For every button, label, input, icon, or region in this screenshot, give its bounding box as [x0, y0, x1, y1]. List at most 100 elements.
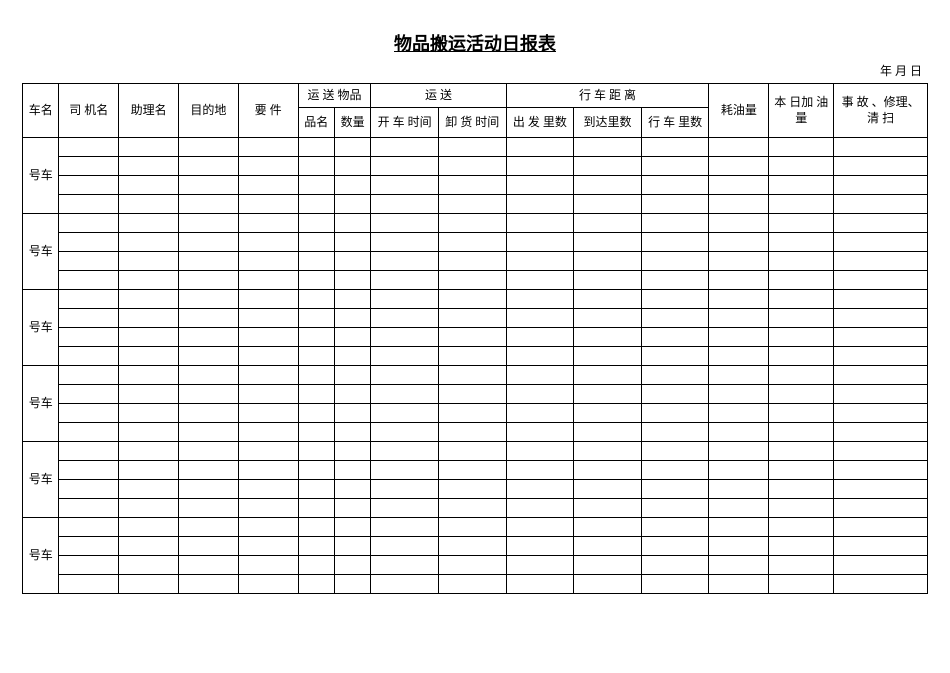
cell[interactable]: [178, 157, 238, 176]
cell[interactable]: [769, 556, 834, 575]
cell[interactable]: [238, 385, 298, 404]
cell[interactable]: [574, 214, 642, 233]
cell[interactable]: [298, 195, 334, 214]
cell[interactable]: [709, 328, 769, 347]
cell[interactable]: [769, 499, 834, 518]
cell[interactable]: [438, 442, 506, 461]
cell[interactable]: [574, 366, 642, 385]
cell[interactable]: [334, 138, 370, 157]
cell[interactable]: [298, 556, 334, 575]
cell[interactable]: [238, 537, 298, 556]
cell[interactable]: [574, 290, 642, 309]
cell[interactable]: [334, 537, 370, 556]
cell[interactable]: [59, 575, 119, 594]
cell[interactable]: [178, 309, 238, 328]
cell[interactable]: [438, 480, 506, 499]
cell[interactable]: [178, 518, 238, 537]
cell[interactable]: [178, 176, 238, 195]
cell[interactable]: [178, 575, 238, 594]
cell[interactable]: [59, 499, 119, 518]
cell[interactable]: [59, 309, 119, 328]
cell[interactable]: [238, 328, 298, 347]
cell[interactable]: [709, 252, 769, 271]
cell[interactable]: [178, 537, 238, 556]
cell[interactable]: [641, 138, 709, 157]
cell[interactable]: [769, 347, 834, 366]
cell[interactable]: [641, 347, 709, 366]
cell[interactable]: [119, 404, 179, 423]
cell[interactable]: [178, 138, 238, 157]
cell[interactable]: [334, 442, 370, 461]
cell[interactable]: [298, 442, 334, 461]
cell[interactable]: [506, 138, 574, 157]
cell[interactable]: [178, 271, 238, 290]
cell[interactable]: [371, 556, 439, 575]
cell[interactable]: [641, 233, 709, 252]
cell[interactable]: [709, 309, 769, 328]
cell[interactable]: [438, 537, 506, 556]
cell[interactable]: [506, 271, 574, 290]
cell[interactable]: [506, 290, 574, 309]
cell[interactable]: [574, 518, 642, 537]
cell[interactable]: [178, 214, 238, 233]
cell[interactable]: [178, 480, 238, 499]
cell[interactable]: [438, 309, 506, 328]
cell[interactable]: [238, 366, 298, 385]
cell[interactable]: [371, 138, 439, 157]
cell[interactable]: [119, 214, 179, 233]
cell[interactable]: [298, 328, 334, 347]
cell[interactable]: [574, 271, 642, 290]
cell[interactable]: [769, 157, 834, 176]
cell[interactable]: [438, 176, 506, 195]
cell[interactable]: [574, 385, 642, 404]
cell[interactable]: [438, 328, 506, 347]
cell[interactable]: [641, 518, 709, 537]
cell[interactable]: [506, 385, 574, 404]
cell[interactable]: [119, 518, 179, 537]
cell[interactable]: [59, 537, 119, 556]
cell[interactable]: [334, 309, 370, 328]
cell[interactable]: [371, 290, 439, 309]
cell[interactable]: [769, 366, 834, 385]
cell[interactable]: [238, 575, 298, 594]
cell[interactable]: [834, 556, 928, 575]
cell[interactable]: [769, 271, 834, 290]
cell[interactable]: [334, 271, 370, 290]
cell[interactable]: [641, 328, 709, 347]
cell[interactable]: [574, 157, 642, 176]
cell[interactable]: [438, 290, 506, 309]
cell[interactable]: [334, 423, 370, 442]
cell[interactable]: [371, 385, 439, 404]
cell[interactable]: [119, 328, 179, 347]
cell[interactable]: [834, 214, 928, 233]
cell[interactable]: [59, 423, 119, 442]
cell[interactable]: [506, 575, 574, 594]
cell[interactable]: [59, 366, 119, 385]
cell[interactable]: [238, 423, 298, 442]
cell[interactable]: [178, 195, 238, 214]
cell[interactable]: [709, 290, 769, 309]
cell[interactable]: [834, 366, 928, 385]
cell[interactable]: [641, 499, 709, 518]
cell[interactable]: [506, 214, 574, 233]
cell[interactable]: [574, 309, 642, 328]
cell[interactable]: [834, 347, 928, 366]
cell[interactable]: [119, 309, 179, 328]
cell[interactable]: [438, 271, 506, 290]
cell[interactable]: [119, 442, 179, 461]
cell[interactable]: [709, 195, 769, 214]
cell[interactable]: [119, 423, 179, 442]
cell[interactable]: [506, 404, 574, 423]
cell[interactable]: [238, 309, 298, 328]
cell[interactable]: [438, 195, 506, 214]
cell[interactable]: [238, 404, 298, 423]
cell[interactable]: [769, 328, 834, 347]
cell[interactable]: [834, 157, 928, 176]
cell[interactable]: [709, 499, 769, 518]
cell[interactable]: [709, 347, 769, 366]
cell[interactable]: [119, 366, 179, 385]
cell[interactable]: [506, 442, 574, 461]
cell[interactable]: [59, 157, 119, 176]
cell[interactable]: [334, 480, 370, 499]
cell[interactable]: [834, 442, 928, 461]
